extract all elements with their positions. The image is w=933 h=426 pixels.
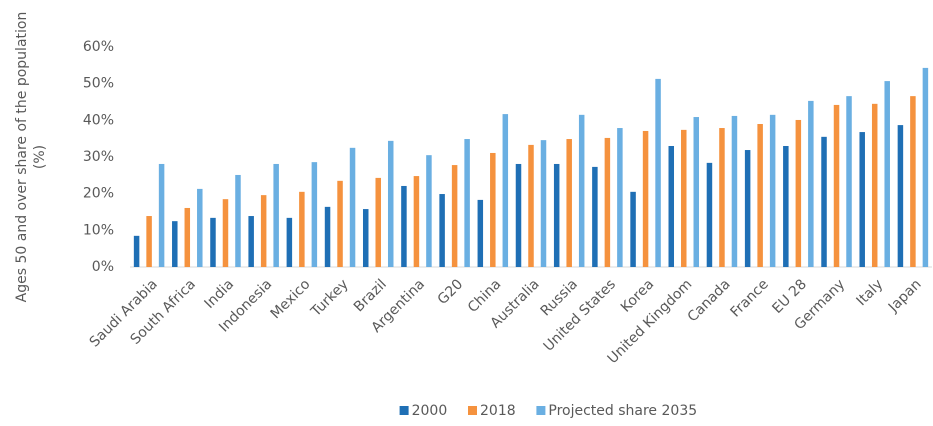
x-tick-label: India	[202, 276, 238, 312]
bar	[210, 217, 216, 267]
bar	[859, 132, 865, 267]
bar	[311, 162, 318, 267]
bar	[248, 216, 254, 267]
bar	[502, 114, 509, 267]
bar	[158, 163, 165, 267]
bar	[566, 139, 572, 267]
x-tick-label: Mexico	[268, 276, 314, 322]
bar	[693, 117, 700, 268]
bar	[286, 217, 293, 267]
bar	[744, 150, 751, 267]
bar	[401, 185, 407, 267]
bar	[630, 191, 636, 267]
x-tick-label: France	[728, 276, 772, 320]
bar	[299, 191, 305, 267]
bar	[578, 114, 585, 267]
bar	[426, 155, 432, 267]
bar	[642, 130, 649, 267]
bar	[655, 78, 661, 268]
bar	[897, 125, 904, 267]
bar	[757, 124, 763, 267]
y-axis-title-line: Ages 50 and over share of the population	[14, 12, 30, 303]
bar	[146, 216, 152, 267]
bar	[681, 129, 687, 267]
bar	[808, 100, 814, 268]
bar	[833, 104, 840, 267]
bar	[795, 119, 802, 267]
bar	[490, 152, 496, 267]
x-tick-label: Turkey	[307, 276, 351, 320]
bar	[769, 114, 776, 267]
bar	[235, 174, 241, 267]
bar	[324, 206, 331, 267]
y-tick-label: 10%	[83, 222, 114, 238]
bar	[731, 115, 738, 267]
legend: 2000 2018 Projected share 2035	[399, 403, 697, 419]
y-tick-label: 60%	[83, 39, 114, 55]
y-axis-title: Ages 50 and over share of the population…	[14, 12, 48, 303]
bar	[477, 199, 484, 267]
bar	[413, 176, 420, 267]
bar	[464, 139, 470, 267]
bar	[337, 180, 343, 267]
x-tick-label: Canada	[685, 276, 734, 325]
bar	[706, 162, 713, 267]
legend-swatch	[468, 406, 477, 415]
y-tick-label: 0%	[92, 259, 114, 275]
x-tick-label: Japan	[885, 276, 925, 316]
bar	[871, 103, 878, 267]
bar	[439, 194, 445, 267]
bar	[821, 136, 827, 267]
bar	[910, 96, 916, 267]
bar	[273, 163, 279, 267]
bar	[540, 140, 547, 267]
bar	[387, 140, 394, 267]
bar	[349, 147, 356, 267]
bar	[528, 144, 534, 267]
bar	[719, 128, 725, 267]
bar	[668, 146, 675, 267]
bar	[133, 235, 140, 267]
bar	[172, 221, 178, 267]
y-axis-title-line: (%)	[32, 145, 48, 169]
bar	[451, 165, 458, 267]
x-tick-label: Italy	[854, 276, 887, 309]
bar	[846, 96, 852, 267]
bar	[260, 195, 267, 267]
bar	[922, 67, 929, 268]
legend-label: 2000	[412, 403, 448, 419]
bar	[222, 199, 229, 267]
y-tick-label: 40%	[83, 112, 114, 128]
bar	[783, 146, 789, 267]
bar	[604, 137, 611, 267]
bar	[197, 188, 203, 267]
bar	[375, 177, 381, 267]
x-tick-label: G20	[435, 276, 467, 308]
bar	[515, 163, 522, 267]
y-tick-label: 50%	[83, 76, 114, 92]
bar	[617, 128, 623, 267]
y-tick-label: 20%	[83, 186, 114, 202]
bar	[884, 81, 890, 267]
bar	[553, 163, 560, 267]
legend-swatch	[399, 406, 409, 415]
y-tick-label: 30%	[83, 149, 114, 165]
bar	[362, 209, 369, 267]
bar	[592, 166, 598, 267]
legend-label: Projected share 2035	[548, 403, 697, 419]
bar	[184, 207, 191, 267]
legend-swatch	[536, 406, 546, 415]
legend-label: 2018	[480, 403, 516, 419]
